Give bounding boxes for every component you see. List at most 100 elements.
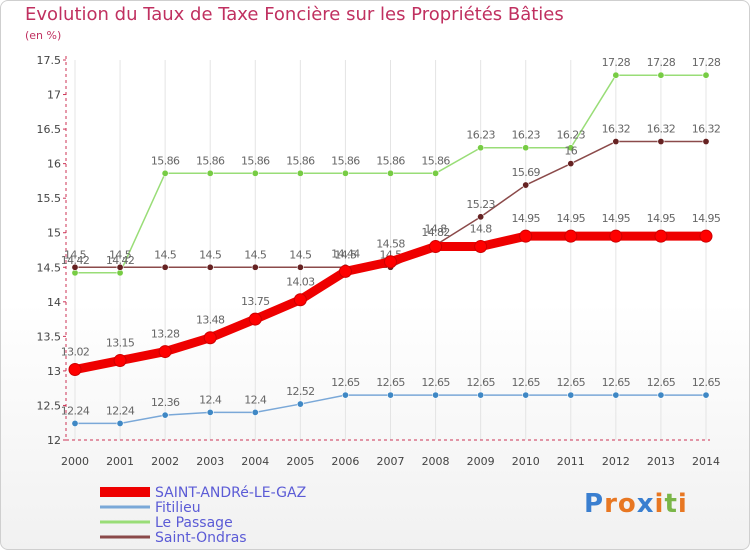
y-tick-label: 13 <box>47 365 61 378</box>
data-label: 16.23 <box>466 129 495 142</box>
data-point <box>609 229 623 243</box>
data-point <box>702 391 710 399</box>
data-label: 16.32 <box>602 123 631 136</box>
data-label: 16.23 <box>557 129 586 142</box>
x-tick-label: 2007 <box>377 455 405 468</box>
x-tick-label: 2011 <box>557 455 585 468</box>
data-label: 13.02 <box>61 346 90 359</box>
data-label: 15.86 <box>241 154 270 167</box>
data-label: 12.65 <box>511 376 540 389</box>
logo-letter: P <box>584 489 605 519</box>
x-tick-label: 2001 <box>106 455 134 468</box>
data-point <box>522 181 530 189</box>
x-tick-label: 2006 <box>331 455 359 468</box>
data-label: 12.65 <box>376 376 405 389</box>
data-label: 14.95 <box>647 212 676 225</box>
data-label: 12.65 <box>466 376 495 389</box>
data-point <box>567 144 575 152</box>
data-point <box>567 391 575 399</box>
series-fitilieu: 12.24 12.24 12.36 12.4 12.4 12.52 12.65 12.65 12… <box>61 376 721 427</box>
series-saint-andr-le-gaz: 13.02 13.15 13.28 13.48 13.75 14.03 14.44 14.58… <box>61 212 721 377</box>
y-tick-label: 12 <box>47 434 61 447</box>
data-point <box>161 169 169 177</box>
data-label: 12.24 <box>61 404 90 417</box>
legend-item: SAINT-ANDRé-LE-GAZ <box>100 485 306 501</box>
data-label: 15.86 <box>151 154 180 167</box>
logo-letter: t <box>664 489 678 519</box>
y-tick-label: 14.5 <box>37 261 62 274</box>
data-label: 12.52 <box>286 385 315 398</box>
chart-unit-label: (en %) <box>25 29 62 42</box>
data-label: 14.44 <box>331 247 360 260</box>
data-label: 16.23 <box>511 129 540 142</box>
data-label: 14.82 <box>421 226 450 239</box>
data-point <box>338 264 352 278</box>
legend-item: Saint-Ondras <box>100 530 247 546</box>
data-label: 13.28 <box>151 328 180 341</box>
data-label: 12.4 <box>244 393 267 406</box>
data-point <box>612 138 620 146</box>
data-label: 14.58 <box>376 238 405 251</box>
data-point <box>384 255 397 269</box>
data-point <box>477 213 485 221</box>
x-tick-label: 2010 <box>512 455 540 468</box>
data-label: 14.95 <box>602 212 631 225</box>
data-point <box>161 263 169 271</box>
data-point <box>567 160 575 168</box>
data-point <box>296 169 304 177</box>
data-point <box>386 169 394 177</box>
data-point <box>699 229 713 243</box>
data-point <box>161 411 169 419</box>
data-point <box>68 363 82 377</box>
data-point <box>296 400 304 408</box>
data-point <box>251 263 259 271</box>
data-label: 14.03 <box>286 276 315 289</box>
x-tick-label: 2014 <box>692 455 720 468</box>
x-tick-label: 2013 <box>647 455 675 468</box>
data-point <box>341 169 349 177</box>
data-label: 15.86 <box>376 154 405 167</box>
x-tick-label: 2002 <box>151 455 179 468</box>
legend-label: Le Passage <box>155 515 233 531</box>
data-point <box>657 391 665 399</box>
data-label: 12.65 <box>692 376 721 389</box>
data-point <box>432 391 440 399</box>
data-label: 12.65 <box>602 376 631 389</box>
data-label: 14.5 <box>334 248 357 261</box>
data-label: 14.5 <box>109 248 132 261</box>
data-label: 14.42 <box>106 254 135 267</box>
data-label: 15.86 <box>196 154 225 167</box>
data-label: 15.86 <box>286 154 315 167</box>
x-tick-label: 2004 <box>241 455 269 468</box>
data-point <box>296 263 304 271</box>
data-point <box>203 331 217 345</box>
data-point <box>113 354 127 368</box>
legend-label: Saint-Ondras <box>155 530 247 546</box>
data-label: 15.69 <box>511 166 540 179</box>
data-label: 14.8 <box>425 223 448 236</box>
data-point <box>477 391 485 399</box>
logo-letter: i <box>654 489 665 519</box>
logo-letter: i <box>677 489 688 519</box>
y-tick-label: 15.5 <box>37 192 62 205</box>
data-label: 14.5 <box>154 248 177 261</box>
data-label: 14.95 <box>557 212 586 225</box>
y-tick-label: 17 <box>47 89 61 102</box>
data-point <box>564 229 578 243</box>
data-label: 14.8 <box>470 223 493 236</box>
data-point <box>654 229 668 243</box>
data-point <box>522 144 530 152</box>
data-point <box>702 138 710 146</box>
data-point <box>612 71 620 79</box>
x-tick-label: 2000 <box>61 455 89 468</box>
data-point <box>293 293 307 307</box>
data-label: 14.95 <box>511 212 540 225</box>
x-tick-label: 2003 <box>196 455 224 468</box>
proxiti-logo: Proxiti <box>584 489 688 519</box>
data-label: 13.15 <box>106 337 135 350</box>
data-point <box>474 240 488 254</box>
x-tick-label: 2012 <box>602 455 630 468</box>
data-point <box>206 263 214 271</box>
